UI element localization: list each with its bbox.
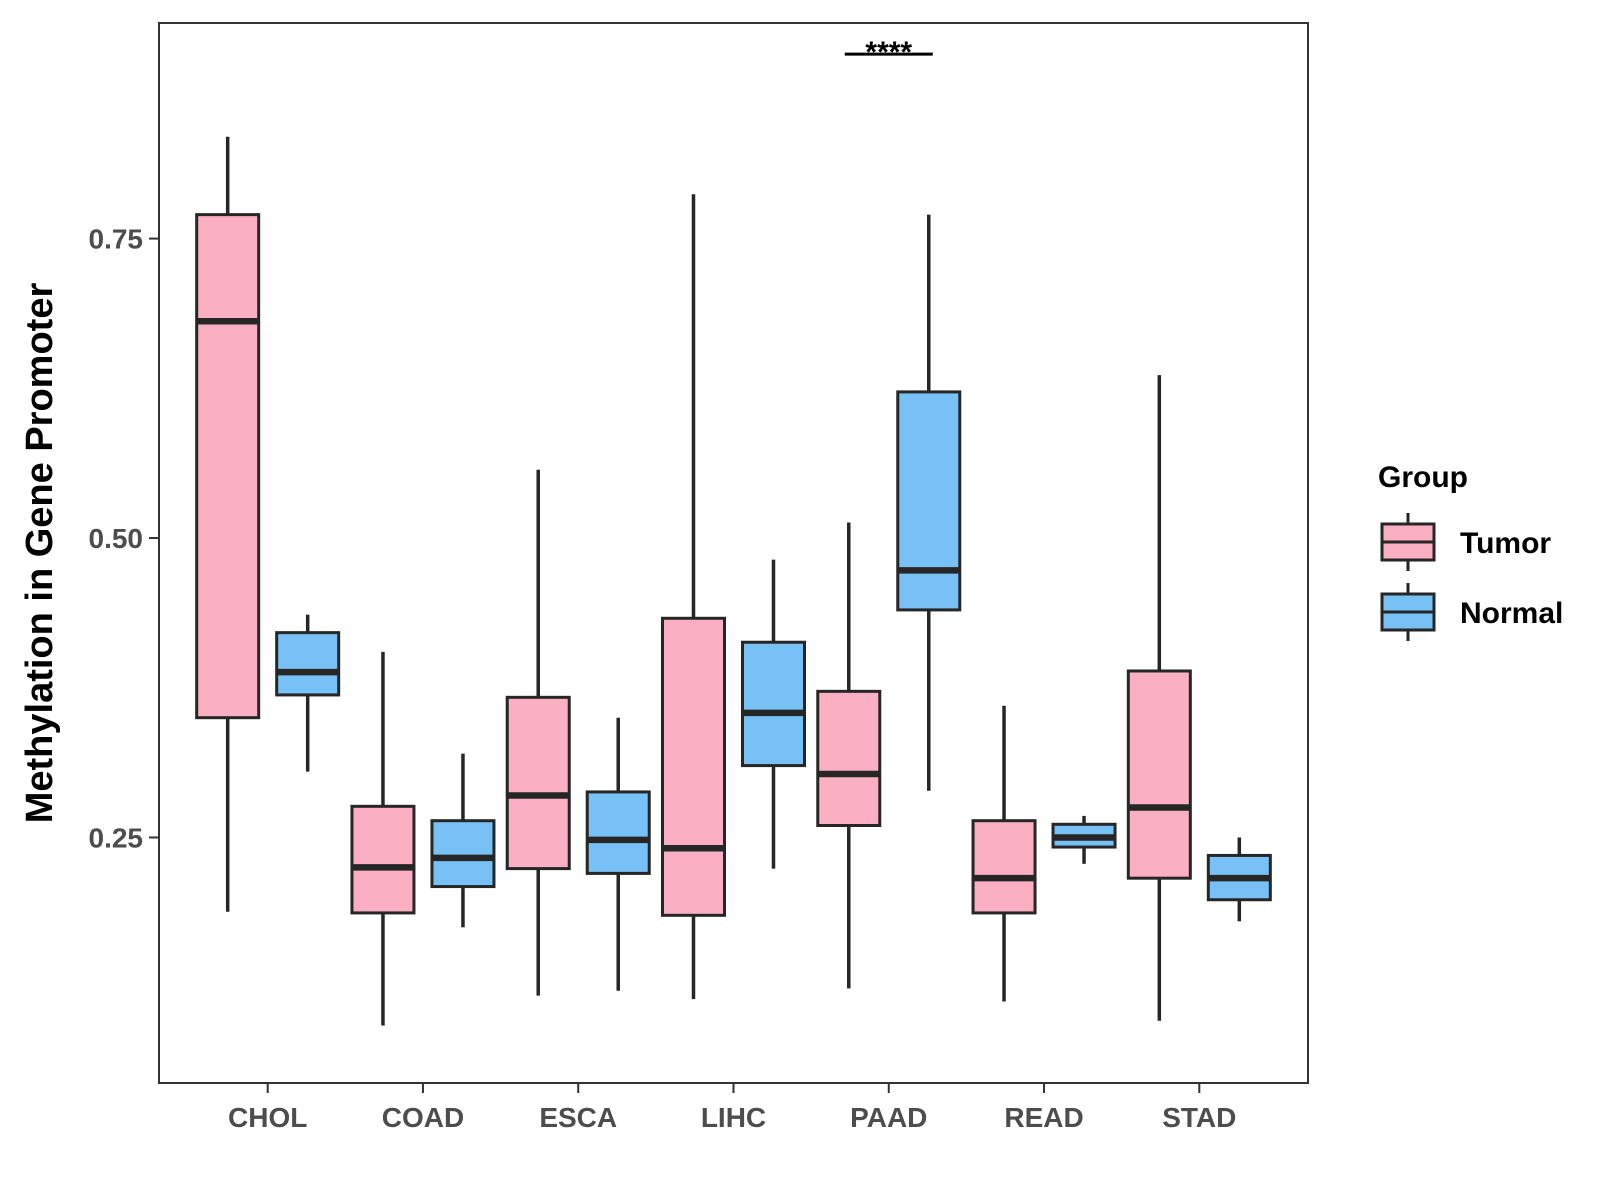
- box-chol-tumor: [195, 136, 261, 912]
- box-iqr: [816, 689, 882, 827]
- boxes-layer: [195, 136, 1272, 1026]
- box-esca-tumor: [505, 469, 571, 996]
- x-tick-label-paad: PAAD: [850, 1102, 927, 1133]
- box-coad-tumor: [350, 651, 416, 1026]
- legend-label: Normal: [1460, 597, 1563, 630]
- box-paad-tumor: [816, 522, 882, 989]
- legend-title: Group: [1378, 461, 1468, 494]
- legend: Group Tumor Normal: [1378, 461, 1563, 641]
- y-axis-title: Methylation in Gene Promoter: [19, 283, 61, 824]
- box-chol-normal: [275, 614, 341, 772]
- x-tick-label-coad: COAD: [382, 1102, 464, 1133]
- box-lihc-tumor: [661, 194, 726, 1000]
- box-iqr: [275, 631, 341, 697]
- box-stad-normal: [1206, 837, 1272, 922]
- box-iqr: [505, 695, 571, 871]
- legend-label: Tumor: [1460, 527, 1551, 560]
- box-iqr: [741, 640, 806, 768]
- box-esca-normal: [585, 717, 651, 991]
- x-tick-label-read: READ: [1004, 1102, 1083, 1133]
- significance-annotation: ****: [844, 36, 933, 69]
- x-tick-label-stad: STAD: [1162, 1102, 1236, 1133]
- box-iqr: [585, 790, 651, 875]
- legend-item-tumor: Tumor: [1380, 513, 1551, 571]
- x-tick-label-esca: ESCA: [539, 1102, 617, 1133]
- box-stad-tumor: [1126, 375, 1192, 1021]
- y-axis: 0.25 0.50 0.75: [89, 224, 159, 853]
- box-read-tumor: [971, 705, 1037, 1002]
- box-iqr: [661, 616, 726, 917]
- x-tick-label-chol: CHOL: [228, 1102, 307, 1133]
- y-tick-label: 0.75: [89, 224, 144, 255]
- legend-item-normal: Normal: [1380, 583, 1563, 641]
- box-iqr: [971, 819, 1037, 915]
- significance-label: ****: [865, 36, 912, 69]
- y-tick-label: 0.50: [89, 523, 144, 554]
- box-iqr: [896, 390, 962, 612]
- box-paad-normal: [896, 214, 962, 791]
- x-axis: CHOL COAD ESCA LIHC PAAD READ STAD: [228, 1083, 1236, 1133]
- box-read-normal: [1051, 815, 1117, 864]
- box-coad-normal: [430, 753, 496, 928]
- box-lihc-normal: [741, 559, 806, 869]
- box-iqr: [195, 213, 261, 720]
- y-tick-label: 0.25: [89, 822, 144, 853]
- box-iqr: [430, 819, 496, 889]
- box-iqr: [350, 804, 416, 915]
- x-tick-label-lihc: LIHC: [701, 1102, 766, 1133]
- box-iqr: [1126, 669, 1192, 880]
